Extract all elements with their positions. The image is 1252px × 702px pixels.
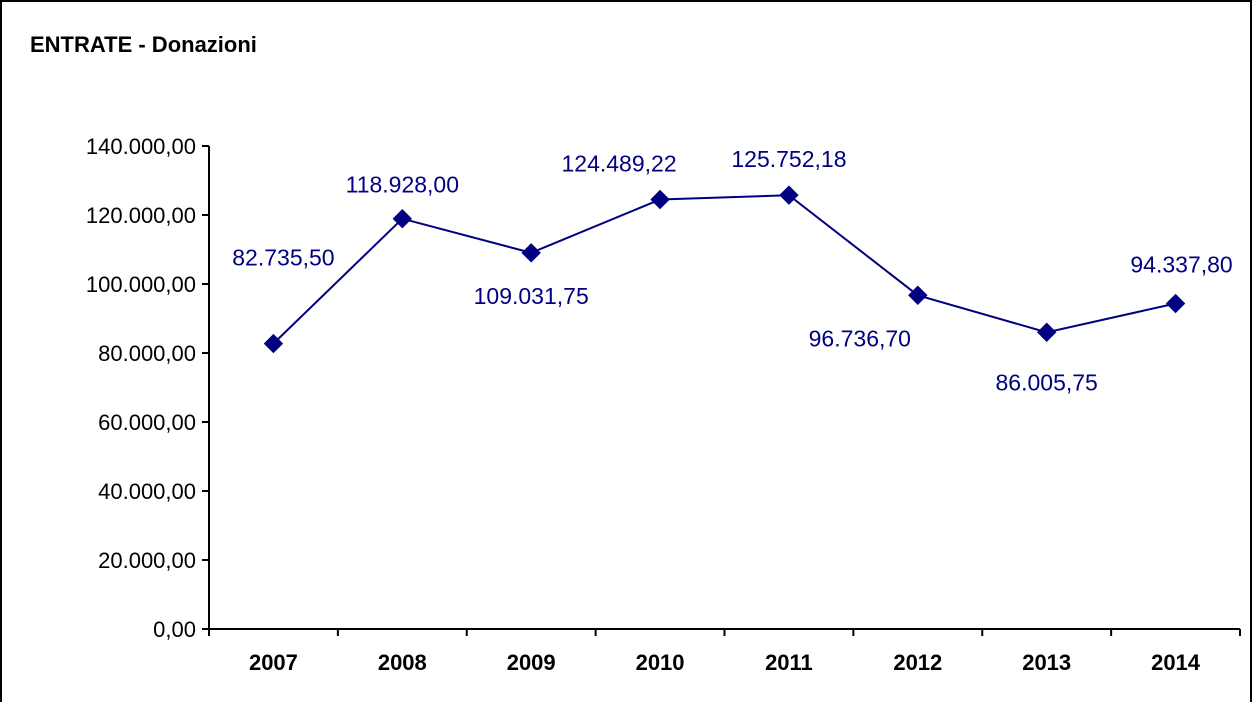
y-tick-label: 20.000,00 bbox=[98, 548, 196, 573]
y-tick-label: 120.000,00 bbox=[86, 203, 196, 228]
data-point-marker bbox=[650, 189, 670, 210]
x-tick-label: 2008 bbox=[378, 650, 427, 675]
data-label: 124.489,22 bbox=[562, 151, 677, 177]
data-label: 82.735,50 bbox=[232, 245, 334, 271]
x-tick-label: 2009 bbox=[507, 650, 556, 675]
y-tick-label: 0,00 bbox=[153, 617, 196, 642]
y-tick-label: 140.000,00 bbox=[86, 134, 196, 159]
x-tick-label: 2014 bbox=[1151, 650, 1201, 675]
y-tick-label: 60.000,00 bbox=[98, 410, 196, 435]
x-tick-label: 2012 bbox=[893, 650, 942, 675]
data-label: 125.752,18 bbox=[731, 146, 846, 172]
data-point-marker bbox=[908, 285, 928, 305]
x-tick-label: 2007 bbox=[249, 650, 298, 675]
y-axis-tick-labels: 0,00 20.000,00 40.000,00 60.000,00 80.000,00… bbox=[86, 134, 196, 642]
axes bbox=[202, 145, 1241, 636]
x-axis-tick-labels: 2007 2008 2009 2010 2011 2012 2013 2014 bbox=[249, 650, 1201, 675]
data-label: 109.031,75 bbox=[474, 283, 589, 309]
data-point-marker bbox=[521, 243, 541, 263]
data-point-marker bbox=[392, 208, 413, 229]
data-point-marker bbox=[1036, 322, 1057, 342]
x-tick-label: 2010 bbox=[636, 650, 685, 675]
y-tick-label: 40.000,00 bbox=[98, 479, 196, 504]
series-markers bbox=[263, 185, 1186, 354]
data-label: 94.337,80 bbox=[1130, 252, 1232, 278]
data-point-marker bbox=[263, 333, 284, 354]
data-label: 86.005,75 bbox=[996, 369, 1098, 395]
data-label: 118.928,00 bbox=[346, 172, 459, 198]
y-tick-label: 100.000,00 bbox=[86, 272, 196, 297]
chart-title: ENTRATE - Donazioni bbox=[30, 32, 257, 57]
data-point-marker bbox=[779, 185, 799, 205]
data-point-marker bbox=[1165, 293, 1186, 314]
y-tick-label: 80.000,00 bbox=[98, 341, 196, 366]
data-labels: 82.735,50 118.928,00 109.031,75 124.489,22 1… bbox=[232, 146, 1232, 395]
x-tick-label: 2013 bbox=[1022, 650, 1071, 675]
series-line-group bbox=[272, 194, 1176, 345]
x-tick-label: 2011 bbox=[765, 650, 813, 675]
series-line bbox=[272, 194, 1176, 345]
data-label: 96.736,70 bbox=[809, 325, 911, 351]
